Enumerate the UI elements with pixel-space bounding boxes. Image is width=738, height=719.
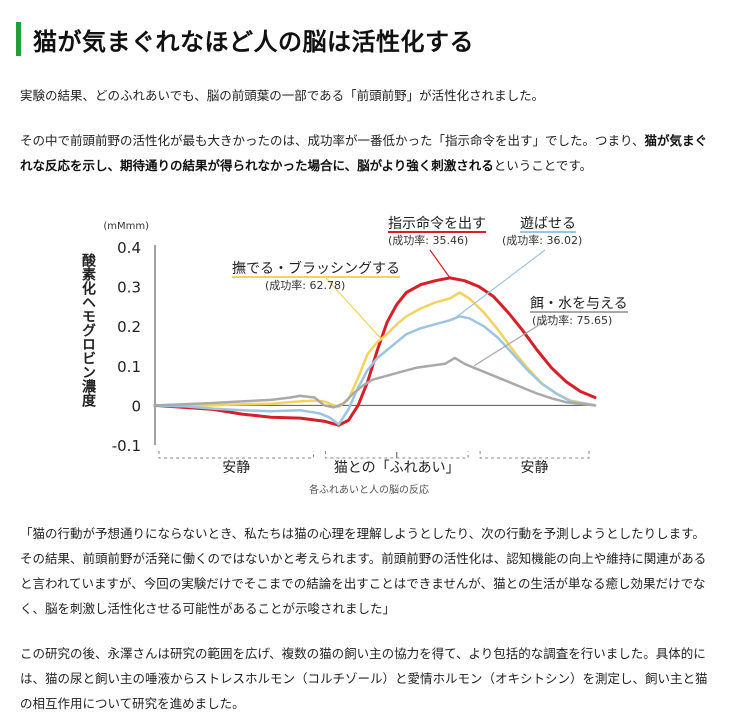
- phase-label: 安静: [521, 460, 549, 476]
- phase-bracket: [479, 451, 590, 459]
- series-leader-4: [473, 314, 556, 367]
- y-tick-label: 0.3: [117, 279, 141, 297]
- phase-bracket: [158, 451, 314, 459]
- series-rate-label: (成功率: 36.02): [502, 233, 582, 247]
- y-tick-label: 0: [131, 397, 141, 415]
- series-name-label: 餌・水を与える: [530, 295, 628, 312]
- chart-caption: 各ふれあいと人の脳の反応: [309, 485, 429, 496]
- y-unit-label: (mMmm): [103, 221, 149, 232]
- series-name-label: 遊ばせる: [520, 216, 576, 232]
- brain-response-chart: 0.4 0.3 0.2 0.1 0 -0.1 (mMmm) 酸素化ヘモグロビン濃度 指示命令を出…: [80, 205, 640, 510]
- series-leader-1: [429, 249, 451, 279]
- finding-text-bold: 猫が気まぐれな反応を示し、期待通りの結果が得られなかった場合に、脳がより強く刺激…: [20, 133, 708, 173]
- series-line-4: [153, 356, 597, 409]
- y-tick-label: 0.4: [117, 239, 141, 257]
- phase-label: 猫との「ふれあい」: [334, 460, 460, 476]
- y-tick-label: 0.2: [117, 318, 141, 336]
- series-rate-label: (成功率: 35.46): [388, 233, 468, 247]
- series-leader-3: [454, 249, 546, 319]
- paragraph-followup: この研究の後、永澤さんは研究の範囲を広げ、複数の猫の飼い主の協力を得て、より包括…: [20, 646, 708, 711]
- chart-svg: 0.4 0.3 0.2 0.1 0 -0.1 (mMmm) 酸素化ヘモグロビン濃度 指示命令を出…: [80, 215, 628, 476]
- y-tick-label: 0.1: [117, 358, 141, 376]
- finding-text-c: ということです。: [493, 158, 593, 173]
- series-name-label: 指示命令を出す: [388, 215, 486, 232]
- series-line-3: [153, 315, 597, 426]
- y-tick-label: -0.1: [112, 437, 141, 455]
- series-rate-label: (成功率: 62.78): [265, 278, 345, 292]
- finding-text-a: その中で前頭前野の活性化が最も大きかったのは、成功率が一番低かった「指示命令を出…: [20, 133, 645, 148]
- heading-accent-bar: [16, 22, 21, 56]
- paragraph-result: 実験の結果、どのふれあいでも、脳の前頭葉の一部である「前頭前野」が活性化されまし…: [20, 88, 545, 103]
- series-line-1: [153, 276, 597, 427]
- series-name-label: 撫でる・ブラッシングする: [232, 260, 400, 277]
- heading-title: 猫が気まぐれなほど人の脳は活性化する: [33, 27, 474, 56]
- series-leader-2: [324, 276, 383, 341]
- y-axis-label: 酸素化ヘモグロビン濃度: [80, 252, 96, 408]
- section-heading: 猫が気まぐれなほど人の脳は活性化する: [16, 20, 716, 58]
- paragraph-quote: 「猫の行動が予想通りにならないとき、私たちは猫の心理を理解しようとしたり、次の行…: [20, 526, 707, 616]
- series-rate-label: (成功率: 75.65): [532, 313, 612, 327]
- series-line-2: [153, 291, 597, 409]
- paragraph-finding: その中で前頭前野の活性化が最も大きかったのは、成功率が一番低かった「指示命令を出…: [20, 128, 710, 178]
- phase-label: 安静: [222, 460, 250, 476]
